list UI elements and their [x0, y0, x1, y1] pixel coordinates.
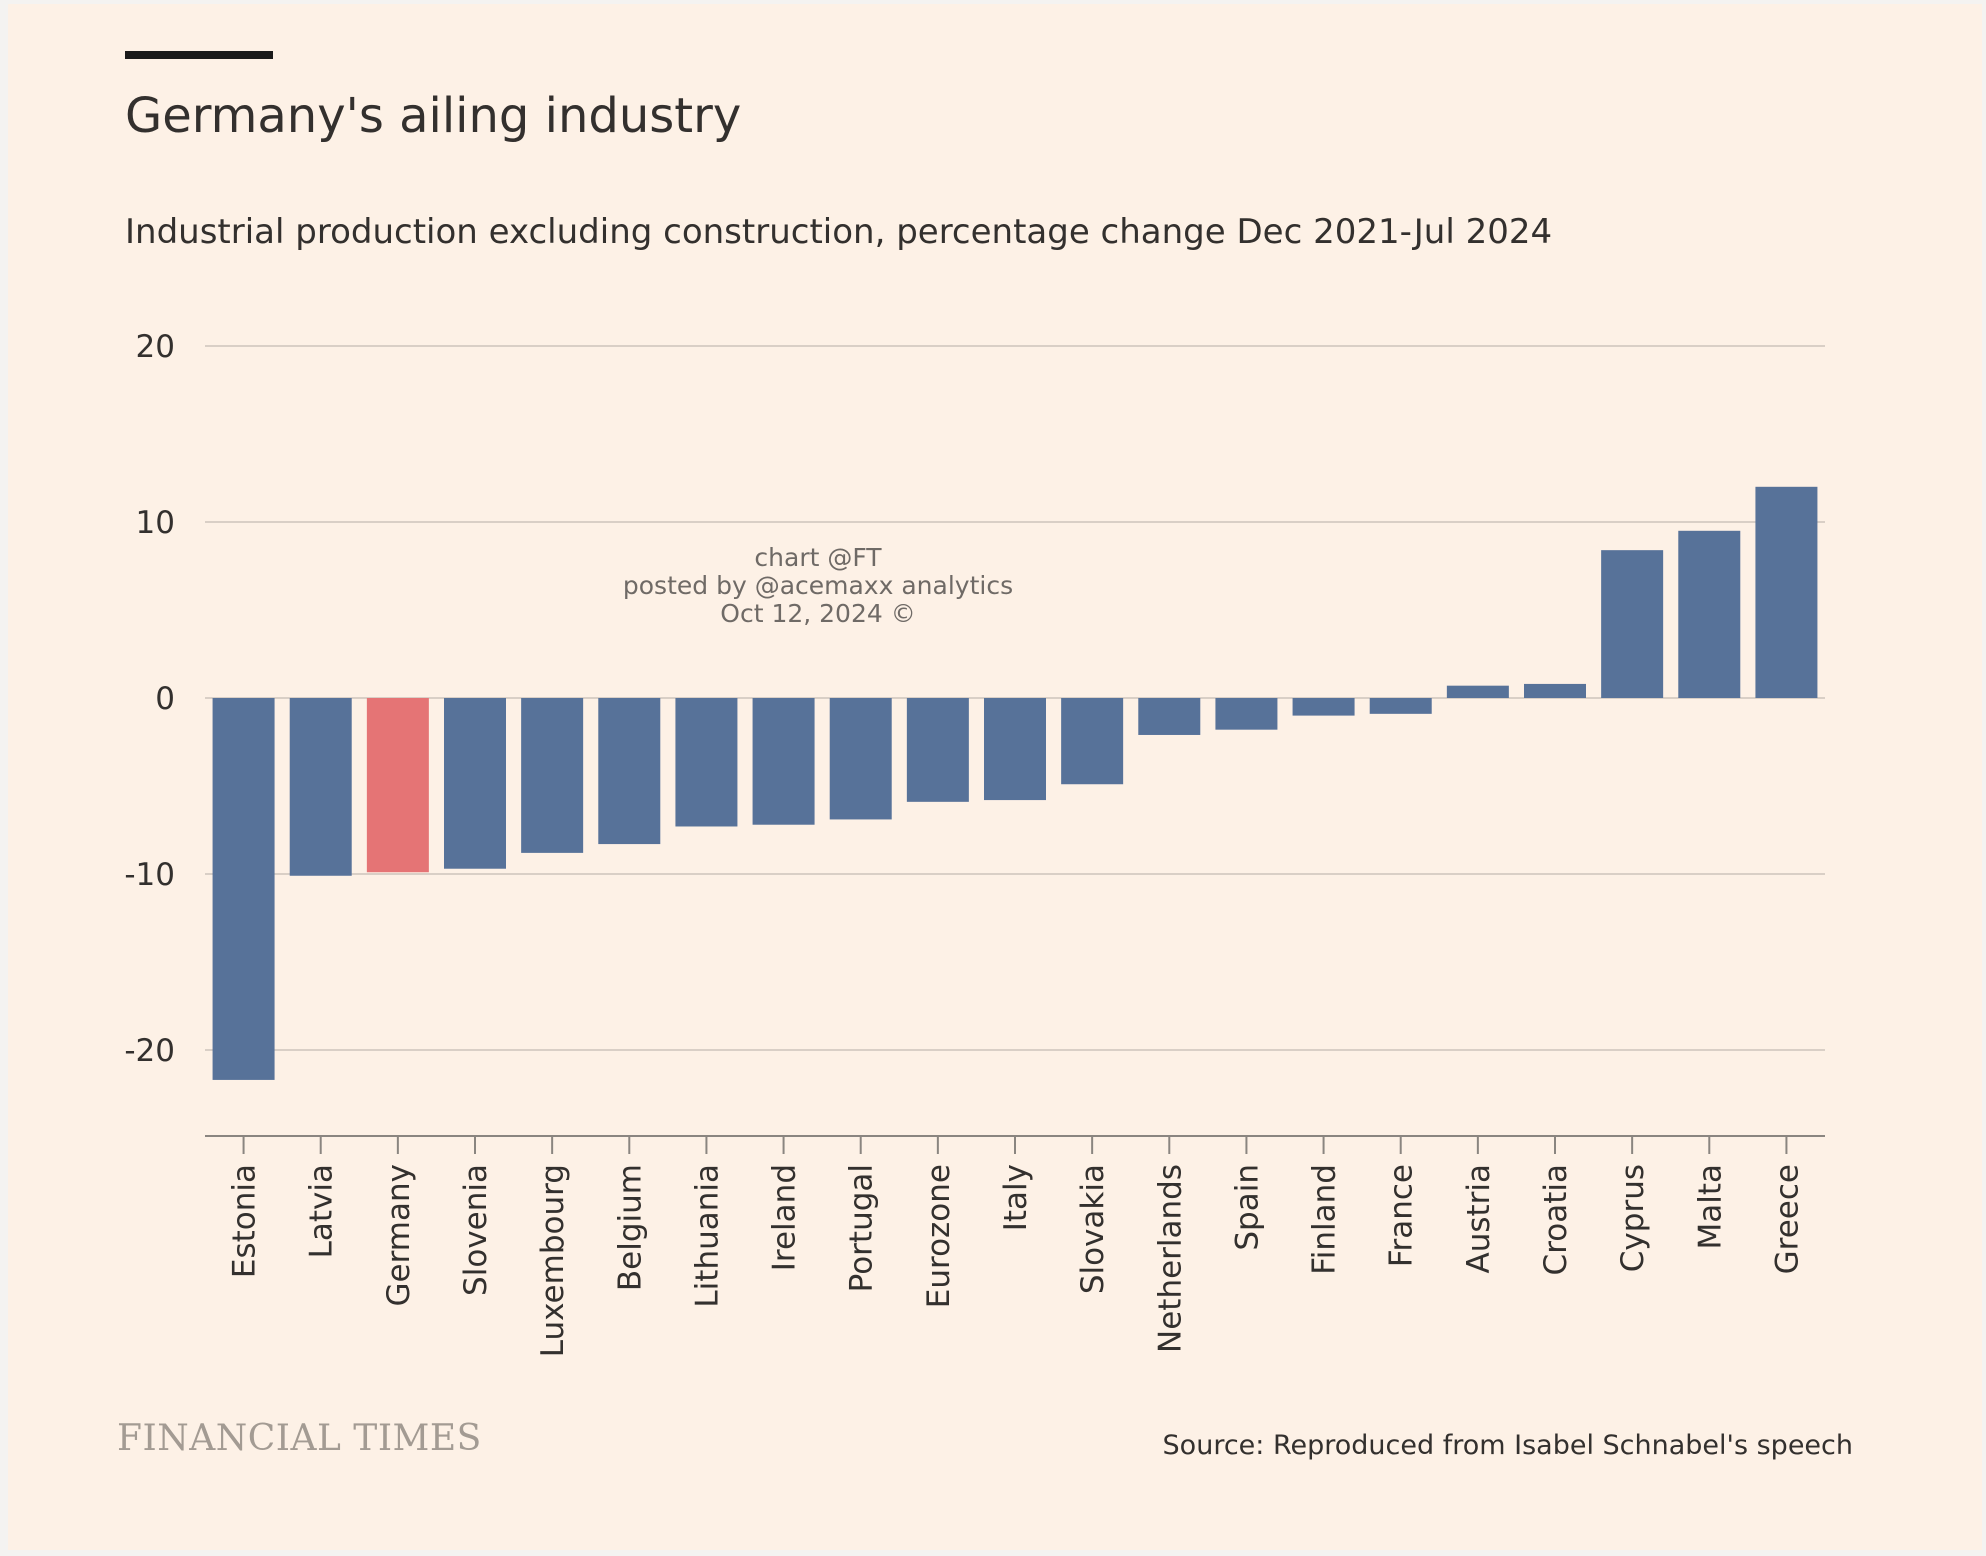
x-tick-label-austria: Austria: [1461, 1164, 1497, 1274]
source-note: Source: Reproduced from Isabel Schnabel'…: [1162, 1430, 1853, 1461]
x-axis: [205, 1135, 1825, 1154]
x-tick-label-belgium: Belgium: [612, 1164, 648, 1291]
chart-subtitle: Industrial production excluding construc…: [125, 212, 1553, 252]
x-tick-label-luxembourg: Luxembourg: [535, 1164, 571, 1357]
bar-slovenia: [444, 698, 506, 869]
y-tick-label: 10: [136, 505, 175, 541]
x-tick-label-croatia: Croatia: [1538, 1164, 1574, 1275]
bar-lithuania: [675, 698, 738, 827]
bar-slovakia: [1061, 698, 1124, 785]
x-tick-label-portugal: Portugal: [844, 1164, 880, 1292]
bar-finland: [1292, 698, 1355, 716]
bar-croatia: [1524, 683, 1586, 698]
bar-belgium: [598, 698, 661, 845]
x-tick-label-greece: Greece: [1769, 1164, 1805, 1274]
watermark-line: chart @FT: [754, 543, 882, 572]
bar-malta: [1678, 530, 1741, 698]
bar-cyprus: [1601, 550, 1664, 698]
chart-title: Germany's ailing industry: [125, 88, 742, 144]
y-tick-label: 0: [155, 681, 175, 717]
x-tick-label-estonia: Estonia: [227, 1164, 263, 1278]
bar-italy: [984, 698, 1046, 801]
bar-france: [1369, 698, 1432, 714]
watermark-line: Oct 12, 2024 ©: [720, 599, 915, 628]
x-tick-label-slovakia: Slovakia: [1075, 1164, 1111, 1294]
x-tick-label-malta: Malta: [1692, 1164, 1728, 1250]
bar-germany: [366, 698, 429, 873]
bar-estonia: [212, 698, 275, 1080]
bar-eurozone: [906, 698, 969, 802]
x-tick-label-eurozone: Eurozone: [921, 1164, 957, 1308]
x-tick-label-ireland: Ireland: [767, 1164, 803, 1271]
bar-portugal: [829, 698, 892, 820]
x-axis-labels: Estonia Latvia Germany Slovenia Luxembourg Be…: [227, 1164, 1806, 1357]
x-tick-label-latvia: Latvia: [304, 1164, 340, 1258]
bar-netherlands: [1138, 698, 1201, 735]
x-tick-label-finland: Finland: [1307, 1164, 1343, 1275]
bar-ireland: [752, 698, 815, 825]
y-tick-label: -20: [124, 1033, 175, 1069]
ft-logo: FINANCIAL TIMES: [117, 1418, 482, 1459]
x-tick-label-france: France: [1384, 1164, 1420, 1267]
x-tick-label-slovenia: Slovenia: [458, 1164, 494, 1296]
x-tick-label-cyprus: Cyprus: [1615, 1164, 1651, 1272]
title-accent-bar: [125, 51, 273, 59]
bar-austria: [1446, 685, 1509, 698]
watermark-line: posted by @acemaxx analytics: [623, 571, 1013, 600]
bars: [212, 486, 1818, 1080]
x-tick-label-italy: Italy: [998, 1164, 1034, 1231]
x-tick-label-lithuania: Lithuania: [689, 1164, 725, 1308]
y-axis-ticks: 20 10 0 -10 -20: [124, 329, 175, 1069]
x-tick-label-spain: Spain: [1229, 1164, 1265, 1251]
y-tick-label: 20: [136, 329, 175, 365]
bar-spain: [1215, 698, 1278, 730]
y-tick-label: -10: [124, 857, 175, 893]
bar-greece: [1755, 486, 1818, 698]
bar-latvia: [289, 698, 352, 876]
x-tick-label-netherlands: Netherlands: [1152, 1164, 1188, 1353]
x-tick-label-germany: Germany: [381, 1164, 417, 1306]
bar-luxembourg: [521, 698, 584, 853]
